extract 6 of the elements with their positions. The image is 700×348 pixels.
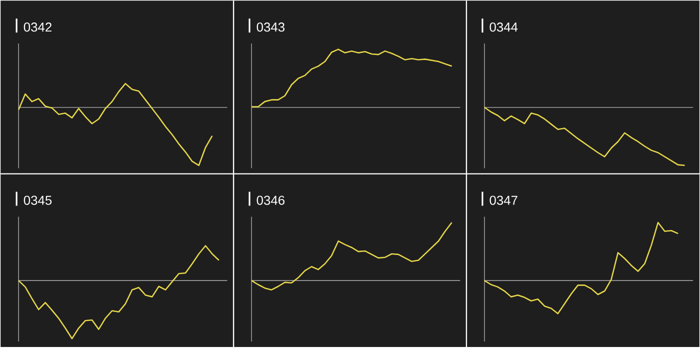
chart-title: 0343 [256,22,284,32]
chart-title: 0345 [24,196,52,206]
chart-title: 0346 [256,196,284,206]
chart-title: 0342 [24,22,52,32]
chart-title: 0344 [490,22,518,32]
chart-title: 0347 [490,196,518,206]
